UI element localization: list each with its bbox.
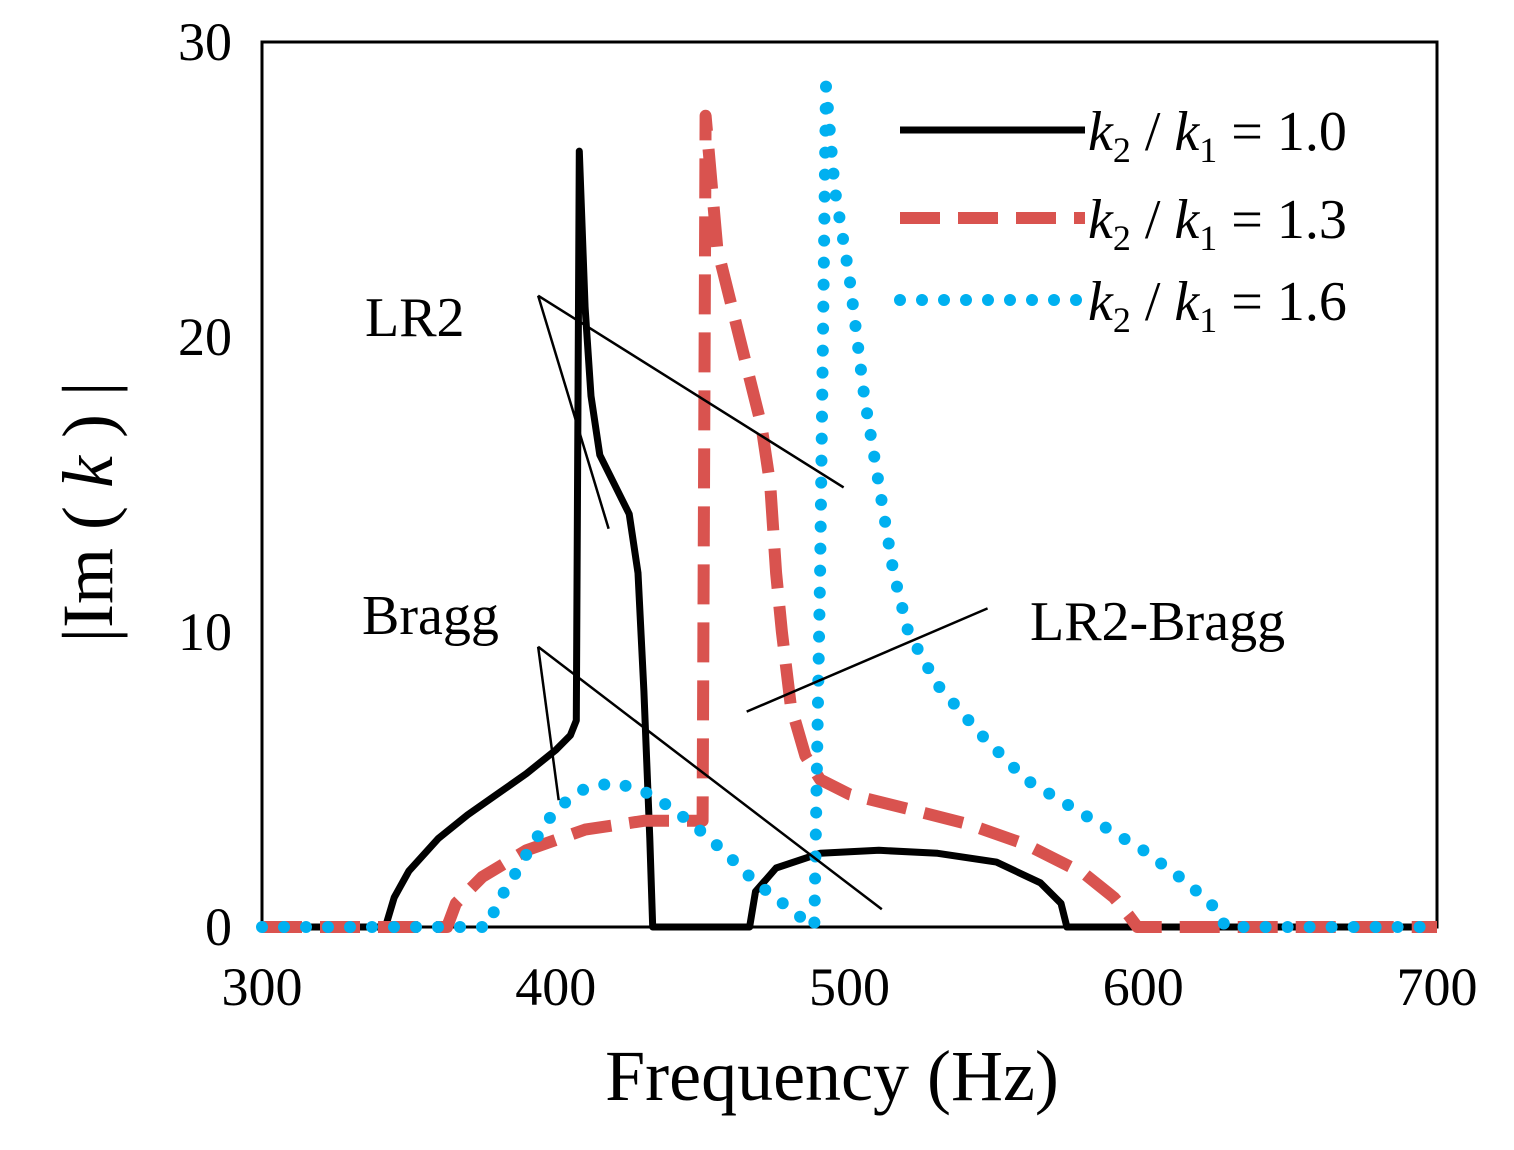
annotation-leader-line	[537, 645, 883, 911]
x-tick-label: 600	[1103, 957, 1184, 1017]
series-line-1	[262, 147, 1437, 931]
x-tick-label: 700	[1397, 957, 1478, 1017]
y-tick-label: 10	[178, 602, 232, 662]
annotation-leader-line	[536, 295, 610, 530]
series-line-3	[256, 80, 1443, 933]
x-tick-label: 300	[222, 957, 303, 1017]
series-line-2	[262, 109, 1437, 933]
y-tick-label: 20	[178, 307, 232, 367]
annotation-leader-line	[537, 294, 845, 489]
y-tick-label: 0	[205, 897, 232, 957]
plot-area	[256, 40, 1443, 933]
legend-label-1: k2 / k1 = 1.0	[1088, 101, 1347, 170]
legend: k2 / k1 = 1.0 k2 / k1 = 1.3 k2 / k1 = 1.6	[894, 101, 1347, 340]
y-tick-label: 30	[178, 12, 232, 72]
plot-frame	[260, 40, 1439, 929]
annotation-leader-line	[746, 607, 989, 713]
legend-label-2: k2 / k1 = 1.3	[1088, 189, 1347, 258]
annotation-label: LR2-Bragg	[1030, 591, 1285, 653]
annotation-label: Bragg	[362, 585, 499, 647]
annotations: LR2 Bragg LR2-Bragg	[362, 287, 1285, 911]
x-axis-title: Frequency (Hz)	[605, 1036, 1059, 1116]
x-tick-label: 500	[809, 957, 890, 1017]
annotation-leader-line	[536, 646, 560, 801]
y-axis-ticks: 0 10 20 30	[178, 12, 232, 957]
y-axis-title: |Im ( k ) |	[48, 382, 128, 643]
y-axis-title-text: |Im ( k ) |	[48, 382, 128, 643]
x-axis-ticks: 300 400 500 600 700	[222, 957, 1478, 1017]
x-tick-label: 400	[515, 957, 596, 1017]
legend-label-3: k2 / k1 = 1.6	[1088, 271, 1347, 340]
annotation-label: LR2	[365, 287, 465, 349]
